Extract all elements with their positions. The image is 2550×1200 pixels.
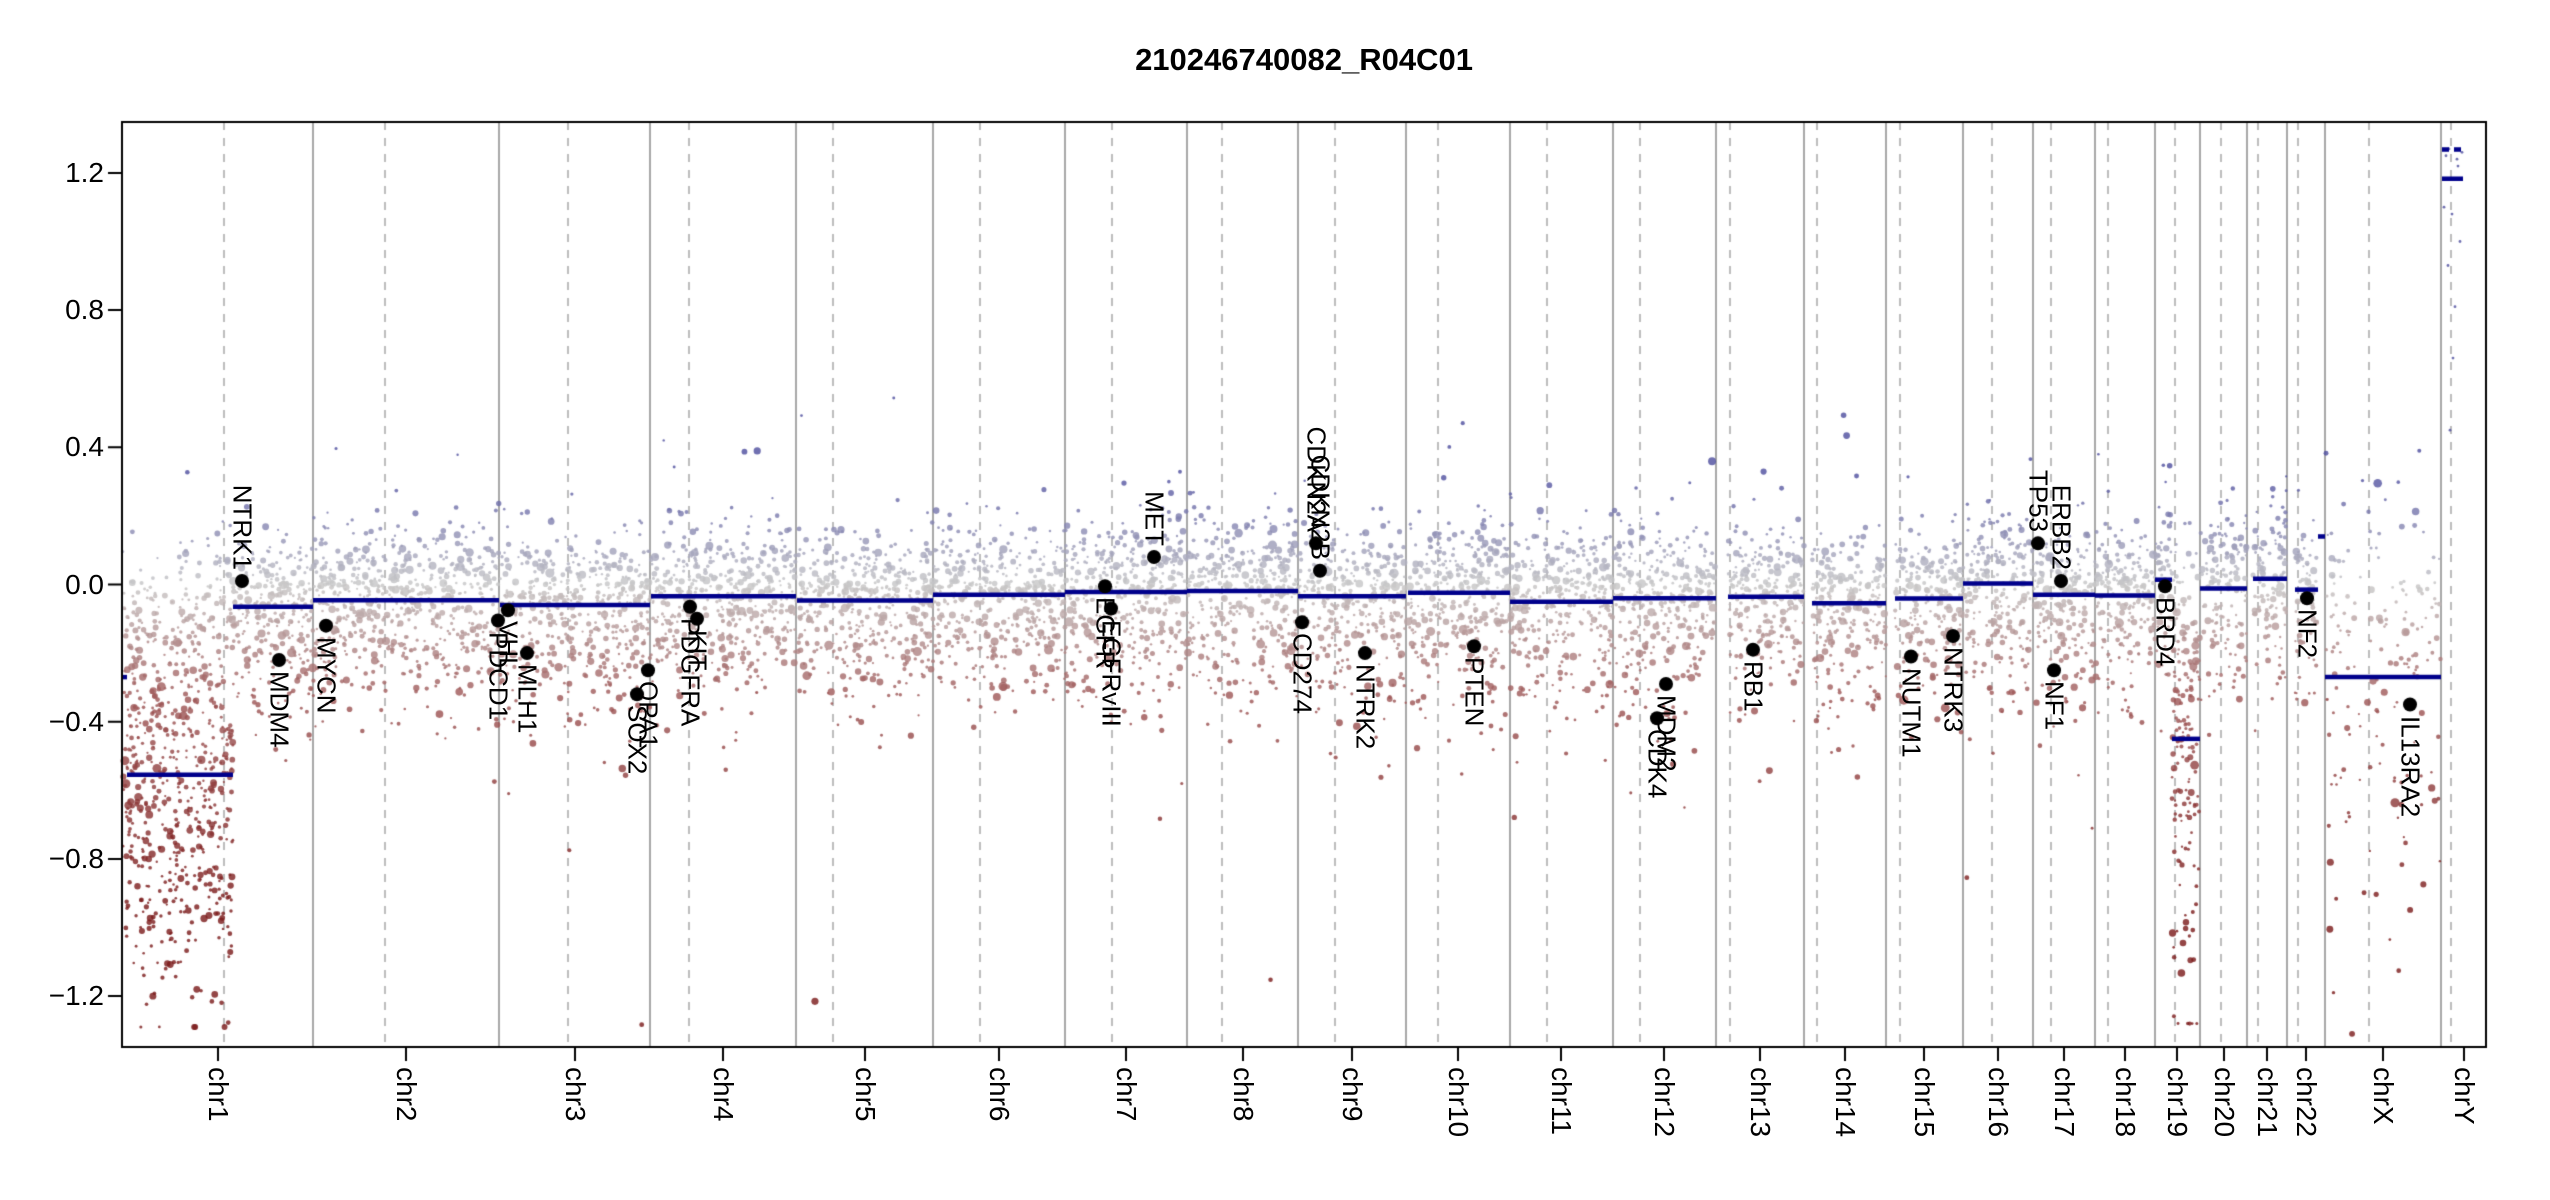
gene-label-IL13RA2: IL13RA2 bbox=[2395, 715, 2426, 817]
x-axis-label-chr20: chr20 bbox=[2209, 1067, 2240, 1138]
x-axis-label-chr11: chr11 bbox=[1546, 1067, 1577, 1135]
gene-label-BRD4: BRD4 bbox=[2150, 597, 2181, 667]
x-axis-label-chr21: chr21 bbox=[2252, 1067, 2283, 1138]
gene-label-TP53: TP53 bbox=[2023, 470, 2054, 533]
gene-label-VHL: VHL bbox=[493, 621, 524, 672]
x-axis-label-chr4: chr4 bbox=[708, 1067, 739, 1122]
x-axis-label-chr13: chr13 bbox=[1745, 1067, 1776, 1138]
x-axis-label-chrY: chrY bbox=[2449, 1067, 2480, 1125]
y-tick-label: 0.8 bbox=[65, 294, 104, 326]
gene-label-CD274: CD274 bbox=[1287, 633, 1318, 715]
gene-label-NTRK3: NTRK3 bbox=[1938, 646, 1969, 733]
gene-label-CDKN2B: CDKN2B bbox=[1305, 454, 1336, 560]
x-axis-label-chr19: chr19 bbox=[2162, 1067, 2193, 1138]
gene-label-MDM4: MDM4 bbox=[264, 670, 295, 748]
gene-label-RB1: RB1 bbox=[1738, 660, 1769, 712]
gene-label-NF2: NF2 bbox=[2292, 609, 2323, 659]
gene-label-PDCD1: PDCD1 bbox=[483, 631, 514, 720]
gene-label-CDKN2A: CDKN2A bbox=[1301, 426, 1332, 533]
x-axis-label-chr18: chr18 bbox=[2110, 1067, 2141, 1138]
x-axis-label-chr3: chr3 bbox=[560, 1067, 591, 1122]
x-axis-label-chr16: chr16 bbox=[1983, 1067, 2014, 1138]
x-axis-label-chr2: chr2 bbox=[391, 1067, 422, 1122]
gene-label-MLH1: MLH1 bbox=[512, 664, 543, 734]
gene-label-EGFR: EGFR bbox=[1090, 597, 1121, 670]
y-tick-label: 0.0 bbox=[65, 568, 104, 600]
gene-label-MDM2: MDM2 bbox=[1651, 694, 1682, 772]
x-axis-label-chr15: chr15 bbox=[1909, 1067, 1940, 1138]
gene-label-ERBB2: ERBB2 bbox=[2046, 484, 2077, 571]
y-tick-label: 1.2 bbox=[65, 156, 104, 188]
plot-title: 210246740082_R04C01 bbox=[1135, 42, 1473, 77]
gene-label-SOX2: SOX2 bbox=[622, 705, 653, 775]
y-tick-label: −0.8 bbox=[48, 842, 104, 874]
gene-label-MYCN: MYCN bbox=[311, 636, 342, 714]
x-axis-label-chr5: chr5 bbox=[850, 1067, 881, 1122]
x-axis-label-chr7: chr7 bbox=[1111, 1067, 1142, 1122]
gene-label-NUTM1: NUTM1 bbox=[1896, 667, 1927, 758]
gene-label-PTEN: PTEN bbox=[1459, 657, 1490, 727]
gene-label-KIT: KIT bbox=[682, 629, 713, 671]
y-tick-label: 0.4 bbox=[65, 431, 104, 463]
gene-label-CDK4: CDK4 bbox=[1642, 729, 1673, 799]
y-tick-label: −1.2 bbox=[48, 980, 104, 1012]
gene-label-NF1: NF1 bbox=[2039, 681, 2070, 731]
x-axis-label-chr12: chr12 bbox=[1649, 1067, 1680, 1138]
gene-label-NTRK2: NTRK2 bbox=[1350, 664, 1381, 750]
gene-label-OPA1: OPA1 bbox=[633, 681, 664, 749]
gene-label-MET: MET bbox=[1139, 491, 1170, 547]
x-axis-label-chrX: chrX bbox=[2368, 1067, 2399, 1125]
y-tick-label: −0.4 bbox=[48, 705, 104, 737]
x-axis-label-chr6: chr6 bbox=[984, 1067, 1015, 1122]
x-axis-label-chr14: chr14 bbox=[1830, 1067, 1861, 1138]
x-axis-label-chr9: chr9 bbox=[1337, 1067, 1368, 1122]
x-axis-label-chr8: chr8 bbox=[1228, 1067, 1259, 1122]
x-axis-label-chr22: chr22 bbox=[2291, 1067, 2322, 1138]
gene-label-PDGFRA: PDGFRA bbox=[675, 617, 706, 727]
x-axis-label-chr10: chr10 bbox=[1443, 1067, 1474, 1138]
x-axis-label-chr17: chr17 bbox=[2049, 1067, 2080, 1138]
gene-label-EGFRvIII: EGFRvIII bbox=[1096, 619, 1127, 727]
x-axis-label-chr1: chr1 bbox=[203, 1067, 234, 1122]
gene-label-NTRK1: NTRK1 bbox=[227, 484, 258, 571]
